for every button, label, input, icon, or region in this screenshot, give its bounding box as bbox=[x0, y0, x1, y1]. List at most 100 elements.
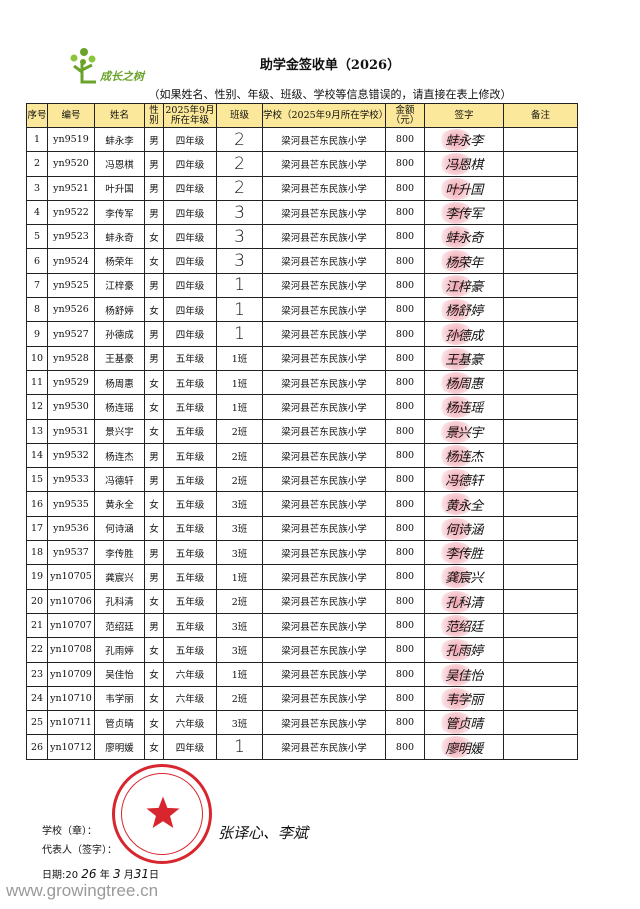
cell-name: 孙德成 bbox=[94, 321, 145, 347]
cell-grade: 五年级 bbox=[163, 442, 217, 469]
cell-no: 24 bbox=[26, 685, 48, 712]
watermark: www.growingtree.cn bbox=[6, 881, 159, 900]
cell-gender: 男 bbox=[144, 345, 164, 371]
table-row: 18 yn9537 李传胜男五年级 3班 梁河县芒东民族小学 800 李传胜 bbox=[26, 540, 578, 566]
cell-amount: 800 bbox=[385, 394, 425, 420]
cell-name: 杨舒婷 bbox=[94, 297, 145, 323]
cell-id: yn9523 bbox=[47, 224, 95, 250]
cell-signature: 蚌永奇 bbox=[424, 224, 504, 250]
cell-grade: 五年级 bbox=[163, 394, 217, 420]
cell-no: 23 bbox=[26, 661, 48, 687]
handwritten-signature: 廖明媛 bbox=[445, 741, 483, 757]
cell-class: 3 bbox=[216, 224, 263, 250]
cell-name: 蚌永奇 bbox=[94, 224, 145, 250]
cell-amount: 800 bbox=[385, 151, 425, 177]
cell-signature: 冯德轩 bbox=[424, 467, 504, 493]
date-year: 26 bbox=[81, 867, 97, 881]
cell-amount: 800 bbox=[385, 369, 425, 396]
cell-no: 13 bbox=[26, 418, 48, 444]
cell-class: 1班 bbox=[216, 369, 263, 396]
cell-name: 景兴宇 bbox=[94, 418, 145, 444]
cell-grade: 五年级 bbox=[163, 345, 217, 371]
cell-id: yn10711 bbox=[47, 710, 95, 736]
handwritten-signature: 景兴宇 bbox=[445, 425, 483, 441]
cell-gender: 男 bbox=[144, 126, 164, 153]
handwritten-signature: 吴佳怡 bbox=[445, 668, 483, 684]
cell-amount: 800 bbox=[385, 612, 425, 639]
cell-no: 14 bbox=[26, 442, 48, 469]
cell-id: yn9528 bbox=[47, 345, 95, 371]
cell-school: 梁河县芒东民族小学 bbox=[262, 126, 386, 153]
table-row: 24 yn10710 韦学丽女六年级 2班 梁河县芒东民族小学 800 韦学丽 bbox=[26, 685, 578, 712]
cell-amount: 800 bbox=[385, 710, 425, 736]
cell-signature: 廖明媛 bbox=[424, 734, 504, 760]
cell-name: 韦学丽 bbox=[94, 685, 145, 712]
cell-id: yn10710 bbox=[47, 685, 95, 712]
handwritten-signature: 李传胜 bbox=[445, 547, 483, 563]
cell-id: yn10708 bbox=[47, 637, 95, 663]
header-col-id: 编号 bbox=[47, 103, 95, 128]
cell-class: 2班 bbox=[216, 442, 263, 469]
cell-no: 7 bbox=[26, 272, 48, 299]
cell-remark bbox=[503, 467, 578, 493]
cell-id: yn10707 bbox=[47, 612, 95, 639]
cell-gender: 女 bbox=[144, 491, 164, 517]
table-row: 16 yn9535 黄永全女五年级 3班 梁河县芒东民族小学 800 黄永全 bbox=[26, 491, 578, 517]
table-header-row: 序号 编号 姓名 性别 2025年9月所在年级 班级 学校（2025年9月所在学校） 金额（元… bbox=[26, 103, 578, 128]
cell-no: 2 bbox=[26, 151, 48, 177]
cell-name: 黄永全 bbox=[94, 491, 145, 517]
cell-school: 梁河县芒东民族小学 bbox=[262, 369, 386, 396]
cell-gender: 女 bbox=[144, 394, 164, 420]
cell-no: 18 bbox=[26, 540, 48, 566]
cell-signature: 杨舒婷 bbox=[424, 297, 504, 323]
cell-name: 王基豪 bbox=[94, 345, 145, 371]
cell-grade: 五年级 bbox=[163, 467, 217, 493]
cell-no: 26 bbox=[26, 734, 48, 760]
cell-school: 梁河县芒东民族小学 bbox=[262, 199, 386, 226]
cell-id: yn9533 bbox=[47, 467, 95, 493]
cell-class: 3班 bbox=[216, 612, 263, 639]
header-col-amount: 金额（元） bbox=[385, 103, 425, 128]
cell-no: 8 bbox=[26, 297, 48, 323]
date-line: 日期:20 26 年 3 月31日 bbox=[42, 866, 159, 881]
cell-class: 2 bbox=[216, 175, 263, 201]
cell-name: 龚宸兴 bbox=[94, 564, 145, 590]
cell-gender: 女 bbox=[144, 248, 164, 274]
header-col-gender: 性别 bbox=[144, 103, 164, 128]
cell-name: 杨荣年 bbox=[94, 248, 145, 274]
cell-id: yn9531 bbox=[47, 418, 95, 444]
cell-school: 梁河县芒东民族小学 bbox=[262, 151, 386, 177]
table-row: 7 yn9525 江梓豪男四年级 1 梁河县芒东民族小学 800 江梓豪 bbox=[26, 272, 578, 299]
cell-grade: 六年级 bbox=[163, 661, 217, 687]
cell-signature: 吴佳怡 bbox=[424, 661, 504, 687]
handwritten-signature: 何诗涵 bbox=[445, 522, 483, 538]
cell-grade: 四年级 bbox=[163, 321, 217, 347]
cell-class: 3班 bbox=[216, 637, 263, 663]
cell-no: 5 bbox=[26, 224, 48, 250]
cell-school: 梁河县芒东民族小学 bbox=[262, 612, 386, 639]
date-month-unit: 月 bbox=[123, 870, 134, 881]
cell-remark bbox=[503, 661, 578, 687]
cell-grade: 五年级 bbox=[163, 564, 217, 590]
cell-signature: 江梓豪 bbox=[424, 272, 504, 299]
cell-id: yn9535 bbox=[47, 491, 95, 517]
cell-gender: 男 bbox=[144, 199, 164, 226]
cell-amount: 800 bbox=[385, 734, 425, 760]
cell-amount: 800 bbox=[385, 540, 425, 566]
cell-remark bbox=[503, 612, 578, 639]
cell-gender: 男 bbox=[144, 467, 164, 493]
cell-school: 梁河县芒东民族小学 bbox=[262, 661, 386, 687]
handwritten-signature: 叶升国 bbox=[445, 182, 483, 198]
handwritten-signature: 孔雨婷 bbox=[445, 644, 483, 660]
cell-signature: 杨荣年 bbox=[424, 248, 504, 274]
table-row: 23 yn10709 吴佳怡女六年级 1班 梁河县芒东民族小学 800 吴佳怡 bbox=[26, 661, 578, 687]
cell-gender: 男 bbox=[144, 442, 164, 469]
seal-inner-ring bbox=[121, 773, 203, 855]
handwritten-signature: 黄永全 bbox=[445, 498, 483, 514]
table-row: 15 yn9533 冯德轩男五年级 2班 梁河县芒东民族小学 800 冯德轩 bbox=[26, 467, 578, 493]
table-row: 20 yn10706 孔科清女五年级 2班 梁河县芒东民族小学 800 孔科清 bbox=[26, 588, 578, 614]
cell-remark bbox=[503, 345, 578, 371]
cell-remark bbox=[503, 685, 578, 712]
cell-name: 李传胜 bbox=[94, 540, 145, 566]
handwritten-signature: 杨连瑶 bbox=[445, 401, 483, 417]
